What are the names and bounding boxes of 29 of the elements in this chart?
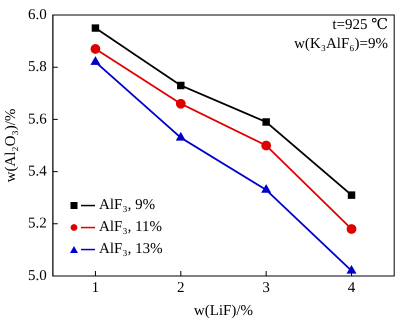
x-tick-label: 4 [348, 280, 356, 296]
point [346, 224, 356, 234]
point [92, 24, 100, 32]
annotation: w(K₃AlF₆)=9% [294, 35, 388, 54]
point [261, 140, 272, 150]
y-tick-label: 5.2 [28, 216, 47, 232]
x-tick-label: 1 [92, 280, 100, 296]
legend-label: AlF₃, 9% [99, 196, 156, 215]
point [177, 82, 185, 90]
point [176, 132, 186, 141]
x-tick-label: 3 [262, 280, 270, 296]
point [347, 266, 356, 274]
y-tick-label: 5.0 [28, 268, 47, 284]
point [348, 191, 356, 199]
legend-label: AlF₃, 13% [99, 240, 163, 259]
point [176, 98, 186, 109]
y-tick-label: 5.8 [28, 59, 47, 76]
y-tick-label: 6.0 [28, 6, 47, 23]
legend-label: AlF₃, 11% [99, 218, 162, 237]
x-tick-label: 2 [177, 280, 185, 296]
x-axis-title: w(LiF)/% [194, 302, 254, 319]
y-tick-label: 5.6 [28, 111, 48, 128]
point [91, 57, 100, 65]
y-axis-title: w(Al₂O₃)/% [2, 108, 19, 182]
annotation: t=925 ℃ [331, 16, 388, 35]
point [262, 184, 271, 193]
point [262, 118, 270, 126]
point [90, 44, 100, 54]
y-tick-label: 5.4 [28, 164, 48, 180]
